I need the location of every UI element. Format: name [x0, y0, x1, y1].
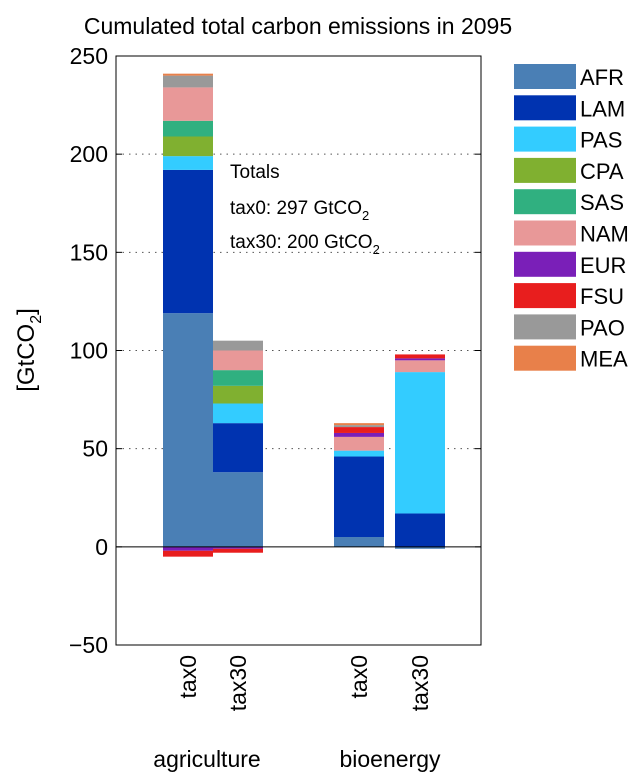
- bar-segment-mea: [334, 423, 384, 426]
- totals-tax0: tax0: 297 GtCO2: [230, 198, 369, 223]
- totals-heading: Totals: [230, 162, 280, 183]
- legend-swatch-fsu: [514, 283, 576, 309]
- legend-swatch-pas: [514, 126, 576, 152]
- y-tick-label: 50: [82, 436, 108, 462]
- x-axis: tax0 tax30 tax0 tax30 agriculture bioenergy: [153, 655, 441, 772]
- bar-segment-mea: [163, 73, 213, 76]
- bar-segment-pao: [334, 425, 384, 428]
- bar-segment-nam: [334, 436, 384, 451]
- legend-label: CPA: [580, 159, 624, 184]
- legend-label: MEA: [580, 347, 628, 372]
- bar-segment-afr: [213, 472, 263, 547]
- x-tick-label: tax0: [346, 655, 372, 698]
- totals-annotation: Totals tax0: 297 GtCO2 tax30: 200 GtCO2: [230, 162, 380, 257]
- bar-segment-sas: [213, 370, 263, 386]
- bar-segment-fsu: [213, 548, 263, 553]
- chart-title: Cumulated total carbon emissions in 2095: [84, 13, 512, 39]
- legend-swatch-mea: [514, 345, 576, 371]
- bar-segment-pas: [213, 403, 263, 424]
- bar-segment-lam: [213, 423, 263, 473]
- bar-segment-eur: [395, 358, 445, 361]
- x-group-label: bioenergy: [339, 746, 441, 772]
- bar-segment-lam: [163, 169, 213, 314]
- y-tick-label: 250: [70, 43, 108, 69]
- x-tick-label: tax30: [225, 655, 251, 711]
- y-tick-label: 200: [70, 141, 108, 167]
- legend-swatch-pao: [514, 314, 576, 340]
- bar-segment-fsu: [163, 550, 213, 557]
- legend-swatch-sas: [514, 189, 576, 215]
- legend-label: AFR: [580, 65, 624, 90]
- bar-segment-nam: [213, 350, 263, 371]
- bar-segment-pao: [213, 340, 263, 351]
- bar-segment-pas: [395, 372, 445, 514]
- legend-label: LAM: [580, 96, 625, 121]
- bar-segment-pas: [163, 156, 213, 170]
- bar-segment-eur: [163, 546, 213, 551]
- bar-segment-sas: [163, 120, 213, 137]
- legend-swatch-nam: [514, 220, 576, 246]
- legend-label: FSU: [580, 284, 624, 309]
- bar-segment-afr: [395, 546, 445, 549]
- y-tick-label: 150: [70, 239, 108, 265]
- bar-segment-nam: [395, 360, 445, 373]
- legend-label: NAM: [580, 222, 629, 247]
- bar-segment-cpa: [163, 136, 213, 157]
- bar-segment-afr: [334, 537, 384, 547]
- bar-segment-pas: [334, 450, 384, 457]
- bar-segment-fsu: [395, 354, 445, 359]
- legend-swatch-lam: [514, 95, 576, 121]
- bar-segment-afr: [163, 313, 213, 547]
- bars: [163, 73, 445, 557]
- y-tick-label: −50: [69, 632, 108, 658]
- y-axis-label: [GtCO2]: [13, 308, 45, 392]
- totals-tax30: tax30: 200 GtCO2: [230, 232, 380, 257]
- legend-label: SAS: [580, 190, 624, 215]
- bar-segment-eur: [213, 546, 263, 549]
- legend-swatch-eur: [514, 251, 576, 277]
- legend-label: PAO: [580, 315, 625, 340]
- y-tick-label: 100: [70, 338, 108, 364]
- legend: AFR LAM PAS CPA SAS NAM EUR FSU PAO MEA: [514, 64, 629, 372]
- x-group-label: agriculture: [153, 746, 260, 772]
- bar-segment-lam: [395, 513, 445, 547]
- x-tick-label: tax0: [175, 655, 201, 698]
- bar-segment-fsu: [334, 427, 384, 433]
- grid-lines: [116, 153, 481, 450]
- bar-segment-nam: [163, 87, 213, 121]
- bar-segment-cpa: [213, 385, 263, 404]
- x-tick-label: tax30: [407, 655, 433, 711]
- y-tick-label: 0: [95, 534, 108, 560]
- legend-swatch-cpa: [514, 157, 576, 183]
- y-axis: −50 0 50 100 150 200 250: [69, 43, 481, 658]
- bar-segment-pao: [163, 75, 213, 88]
- legend-label: EUR: [580, 253, 626, 278]
- legend-label: PAS: [580, 128, 622, 153]
- bar-segment-lam: [334, 456, 384, 538]
- legend-swatch-afr: [514, 64, 576, 89]
- bar-segment-eur: [334, 432, 384, 437]
